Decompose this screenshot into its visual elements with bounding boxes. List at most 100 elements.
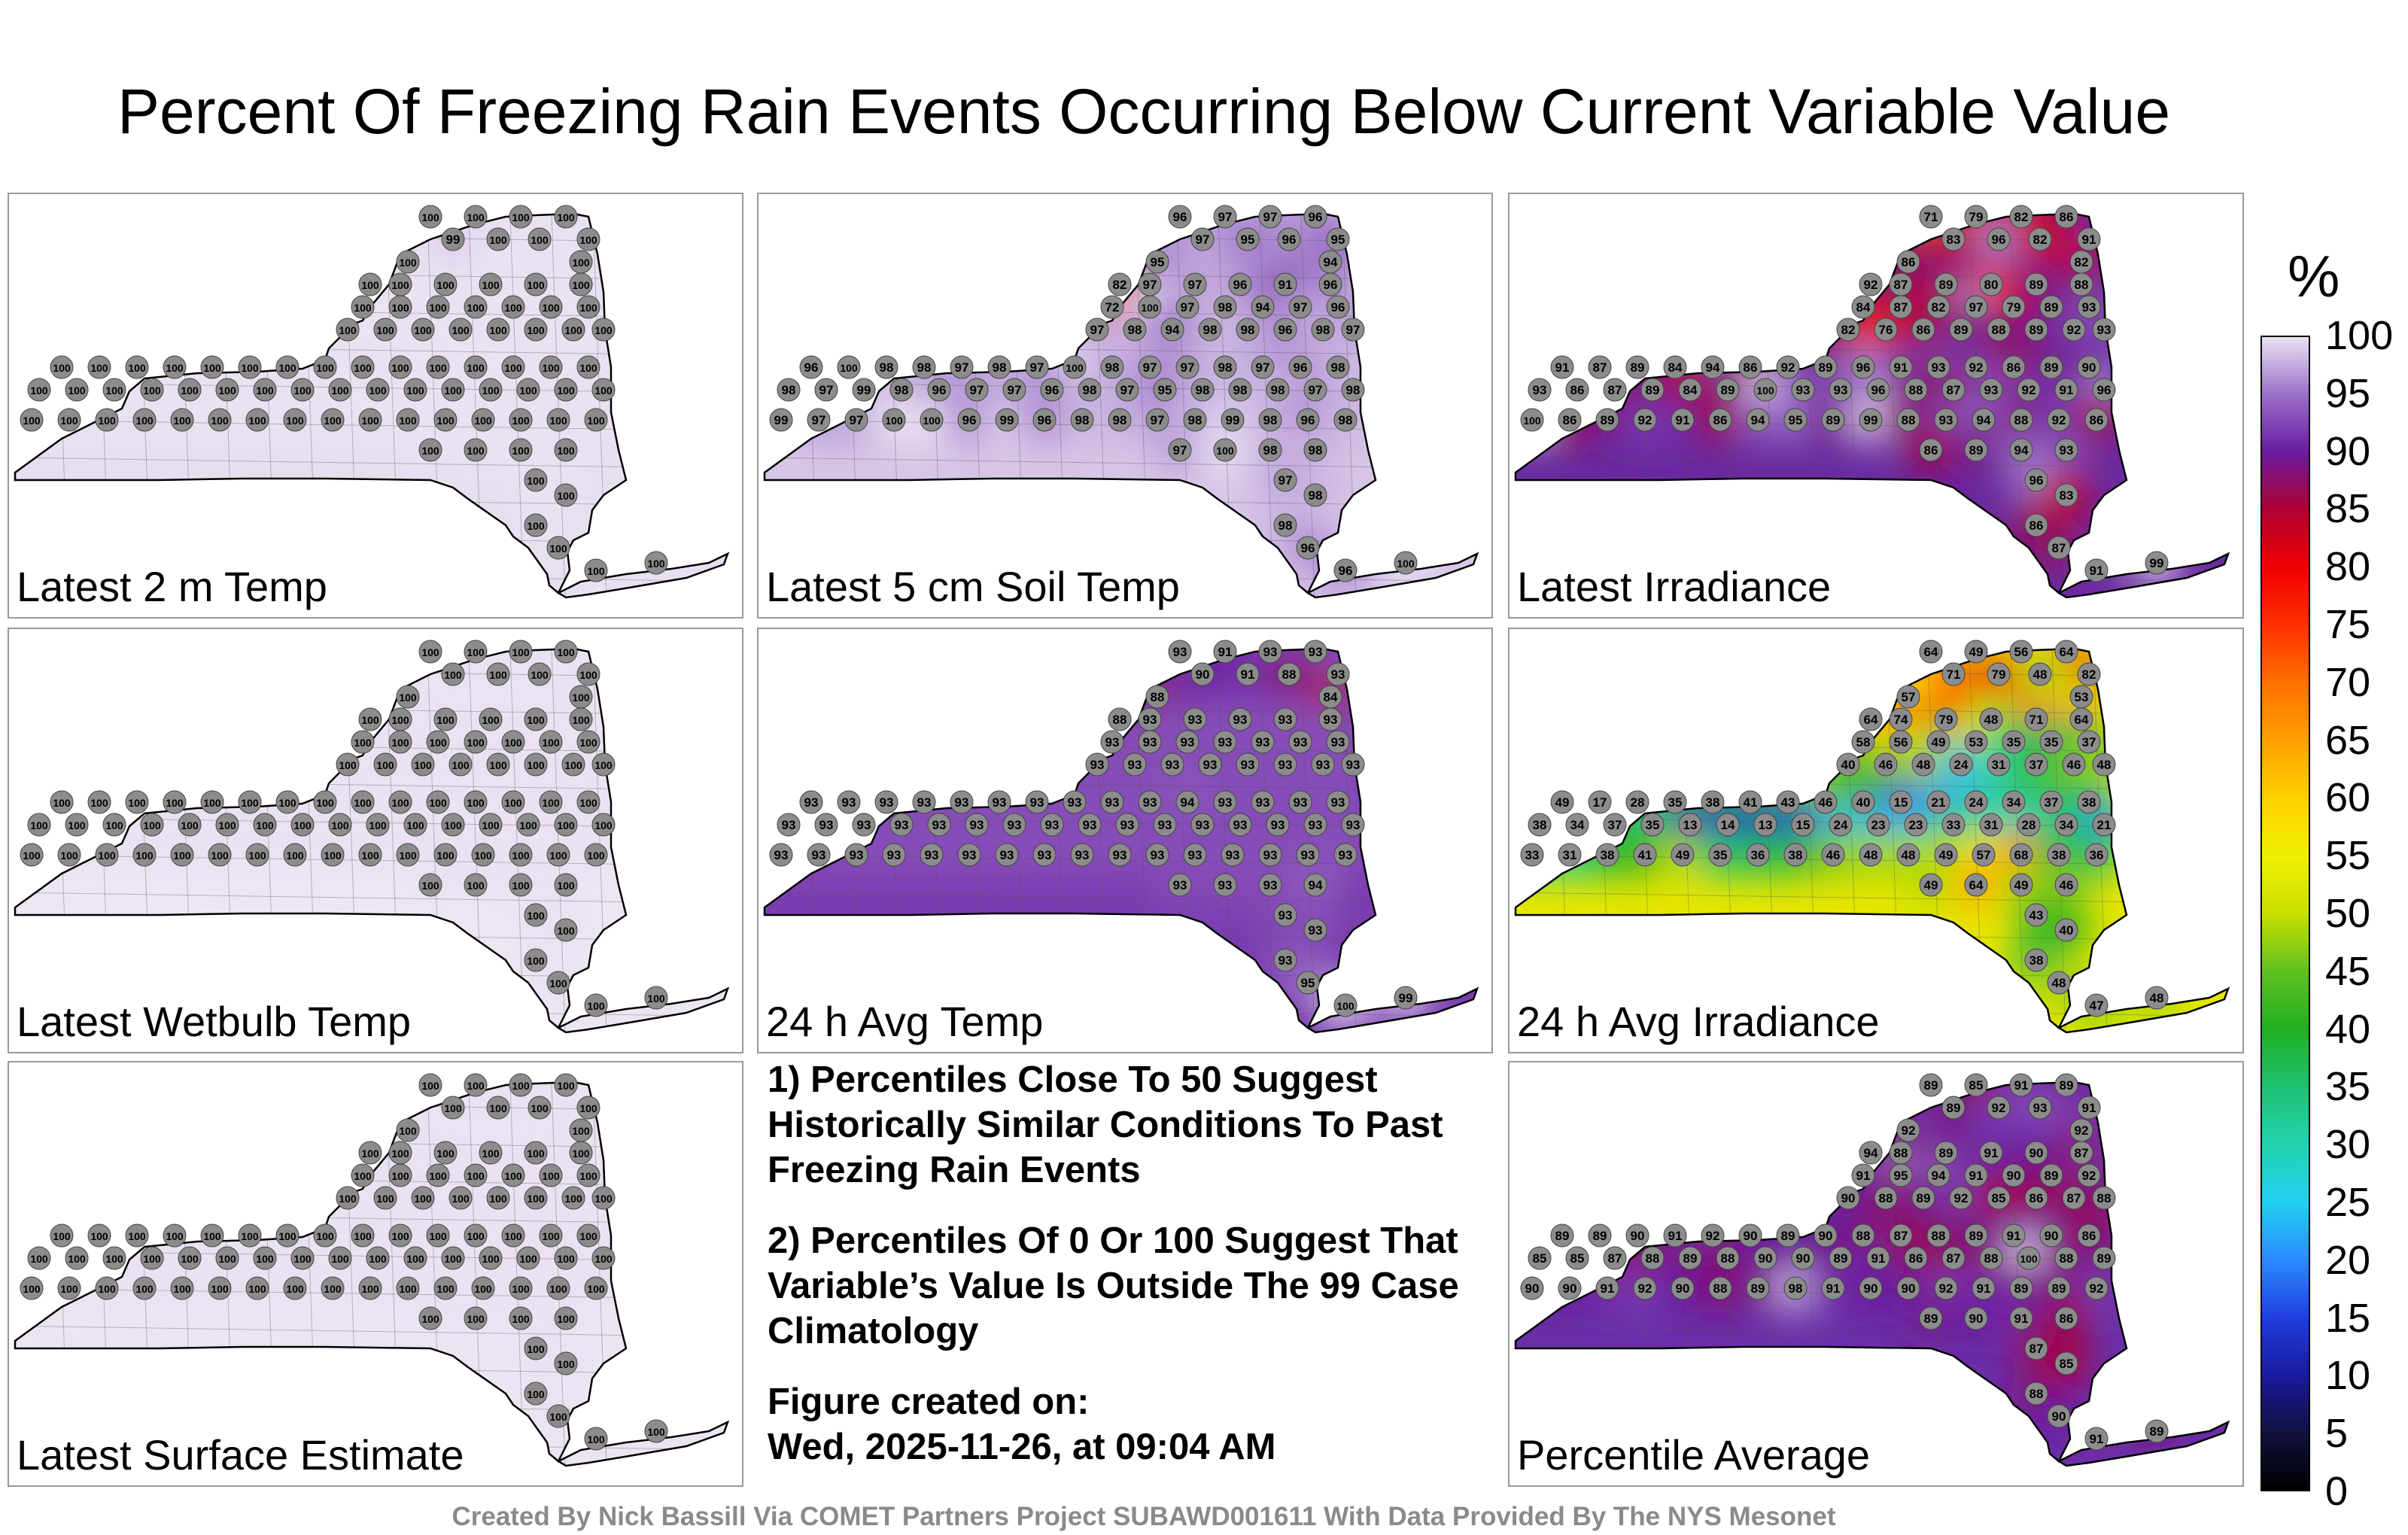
station-marker: 95 <box>1236 227 1260 251</box>
station-value: 100 <box>399 1125 417 1137</box>
station-dot <box>2069 707 2093 731</box>
station-marker: 93 <box>1100 790 1124 814</box>
map-panel: 71 79 82 86 91 83 96 82 82 86 92 87 89 80 89 88 84 87 82 97… <box>1508 193 2244 619</box>
station-marker: 89 <box>1640 378 1665 402</box>
station-value: 98 <box>1128 323 1142 337</box>
station-marker: 92 <box>2077 1163 2101 1187</box>
station-dot <box>509 843 533 867</box>
station-marker: 100 <box>464 873 488 897</box>
station-marker: 88 <box>1904 378 1928 402</box>
station-dot <box>170 408 194 432</box>
station-dot <box>1108 707 1132 731</box>
station-marker: 100 <box>837 355 861 379</box>
station-dot <box>253 378 277 402</box>
station-dot <box>2009 873 2033 897</box>
station-value: 100 <box>594 385 613 397</box>
station-dot <box>464 640 488 664</box>
station-marker: 93 <box>1040 813 1064 837</box>
station-dot <box>388 295 412 319</box>
station-dot <box>509 1276 533 1300</box>
station-dot <box>987 790 1011 814</box>
station-value: 100 <box>474 850 492 862</box>
colorbar-tick-label: 45 <box>2325 948 2371 994</box>
station-value: 89 <box>2097 1251 2112 1266</box>
station-marker: 92 <box>2069 1118 2093 1142</box>
station-marker: 100 <box>448 318 473 342</box>
station-dot <box>1326 295 1350 319</box>
station-marker: 100 <box>245 1276 269 1300</box>
station-value: 93 <box>1068 795 1082 810</box>
station-marker: 89 <box>1821 408 1845 432</box>
colorbar-tick-label: 55 <box>2325 833 2371 879</box>
station-value: 100 <box>53 797 71 809</box>
station-value: 100 <box>361 415 379 427</box>
station-marker: 100 <box>396 1276 420 1300</box>
station-dot <box>433 707 458 731</box>
station-marker: 100 <box>170 408 194 432</box>
station-marker: 100 <box>57 843 81 867</box>
station-value: 93 <box>955 795 969 810</box>
station-marker: 64 <box>1859 707 1883 731</box>
station-value: 100 <box>376 1193 394 1205</box>
station-marker: 98 <box>1198 318 1222 342</box>
station-dot <box>464 1306 488 1330</box>
station-dot <box>1318 272 1342 296</box>
station-value: 21 <box>2097 818 2112 832</box>
station-dot <box>486 318 510 342</box>
created-value: Wed, 2025-11-26, at 09:04 AM <box>768 1427 1276 1467</box>
station-marker: 53 <box>2069 685 2093 709</box>
station-value: 100 <box>467 445 485 457</box>
station-value: 93 <box>887 848 901 862</box>
station-marker: 33 <box>1520 843 1544 867</box>
station-dot <box>178 813 202 837</box>
station-dot <box>479 378 503 402</box>
station-value: 91 <box>1278 278 1293 292</box>
station-dot <box>1889 1223 1913 1248</box>
station-value: 96 <box>1301 541 1315 555</box>
station-marker: 35 <box>1708 843 1732 867</box>
station-value: 100 <box>482 1147 500 1160</box>
station-marker: 100 <box>328 813 352 837</box>
station-marker: 100 <box>351 730 375 754</box>
station-dot <box>366 813 390 837</box>
station-marker: 91 <box>2009 1306 2033 1330</box>
station-dot <box>1183 272 1207 296</box>
station-marker: 100 <box>591 1186 616 1210</box>
station-dot <box>1213 355 1237 379</box>
station-value: 94 <box>1751 413 1765 427</box>
station-value: 93 <box>782 818 796 832</box>
station-dot <box>351 790 375 814</box>
station-dot <box>584 1276 608 1300</box>
map-panel: 93 91 93 93 93 90 91 88 84 88 88 93 93 93 93 93 93 93 93 93… <box>757 628 1493 1053</box>
station-marker: 86 <box>2054 1306 2078 1330</box>
station-dot <box>2024 1382 2048 1406</box>
station-value: 98 <box>1203 323 1218 337</box>
station-marker: 93 <box>987 790 1011 814</box>
station-dot <box>1941 813 1966 837</box>
station-dot <box>1258 843 1282 867</box>
station-dot <box>1341 813 1365 837</box>
station-marker: 93 <box>1326 730 1350 754</box>
station-marker: 83 <box>2054 483 2078 507</box>
station-marker: 100 <box>501 295 525 319</box>
station-dot <box>1851 730 1875 754</box>
station-value: 100 <box>923 415 941 427</box>
station-value: 98 <box>993 360 1007 375</box>
station-marker: 97 <box>1138 272 1162 296</box>
station-dot <box>2009 640 2033 664</box>
station-value: 100 <box>248 415 266 427</box>
station-dot <box>1934 1276 1958 1300</box>
station-marker: 93 <box>1273 707 1297 731</box>
station-value: 90 <box>1759 1251 1773 1266</box>
station-dot <box>57 1276 81 1300</box>
station-value: 31 <box>1984 818 1999 832</box>
station-dot <box>576 1223 600 1248</box>
station-dot <box>539 355 563 379</box>
station-marker: 86 <box>2024 513 2048 537</box>
station-value: 89 <box>1721 383 1735 397</box>
station-value: 100 <box>256 1253 274 1265</box>
station-marker: 96 <box>1288 355 1312 379</box>
station-marker: 91 <box>1866 1246 1890 1270</box>
station-dot <box>2002 1163 2026 1187</box>
